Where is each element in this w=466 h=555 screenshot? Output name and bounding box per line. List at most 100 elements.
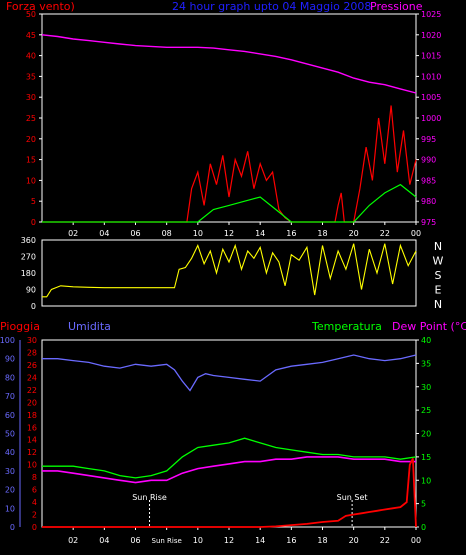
climate-x-tick-4: 10 <box>193 536 203 545</box>
wind-y-tick-10: 50 <box>26 10 36 19</box>
chart-title: 24 hour graph upto 04 Maggio 2008 <box>172 0 372 13</box>
wind-x-tick-0: 02 <box>68 229 78 238</box>
wind-x-tick-2: 06 <box>130 229 140 238</box>
pressure-y-tick-6: 1005 <box>421 93 441 102</box>
wind-y-tick-1: 5 <box>31 197 36 206</box>
rain-y-tick-13: 26 <box>27 361 37 370</box>
humidity-y-tick-4: 40 <box>5 448 15 457</box>
humidity-y-tick-5: 50 <box>5 430 15 439</box>
temp-y-tick-7: 35 <box>421 359 431 368</box>
rain-y-tick-15: 30 <box>27 336 37 345</box>
rain-axis-title: Pioggia <box>0 320 40 333</box>
wind-y-tick-2: 10 <box>26 176 36 185</box>
pressure-line <box>41 34 417 94</box>
direction-y-tick-3: 270 <box>21 253 36 262</box>
humidity-y-tick-10: 100 <box>0 336 15 345</box>
pressure-y-tick-10: 1025 <box>421 10 441 19</box>
humidity-y-tick-9: 90 <box>5 355 15 364</box>
wind-y-tick-9: 45 <box>26 31 36 40</box>
wind-x-tick-1: 04 <box>99 229 109 238</box>
annotation-label-1: Sun Set <box>337 493 368 502</box>
wind-x-tick-8: 18 <box>317 229 327 238</box>
rain-y-tick-9: 18 <box>27 411 37 420</box>
pressure-y-tick-7: 1010 <box>421 72 441 81</box>
rain-y-tick-3: 6 <box>32 486 37 495</box>
pressure-y-tick-2: 985 <box>421 176 436 185</box>
dewpoint-axis-title: Dew Point (°C) <box>392 320 466 333</box>
temperature-axis-title: Temperatura <box>312 320 382 333</box>
temp-y-tick-1: 5 <box>421 500 426 509</box>
pressure-y-tick-3: 990 <box>421 156 436 165</box>
wind-y-tick-4: 20 <box>26 135 36 144</box>
pressure-y-tick-5: 1000 <box>421 114 441 123</box>
wind-y-tick-0: 0 <box>31 218 36 227</box>
wind-direction-line <box>42 243 417 298</box>
rain-y-tick-12: 24 <box>27 373 37 382</box>
pressure-y-tick-0: 975 <box>421 218 436 227</box>
climate-x-tick-8: 18 <box>317 536 327 545</box>
rain-y-tick-5: 10 <box>27 461 37 470</box>
direction-y-tick-4: 360 <box>21 236 36 245</box>
annotation-label-0: Sun Rise <box>132 493 167 502</box>
wind-x-tick-3: 08 <box>162 229 172 238</box>
rain-y-tick-7: 14 <box>27 436 37 445</box>
rain-line <box>42 458 417 528</box>
wind-y-tick-3: 15 <box>26 156 36 165</box>
temp-y-tick-4: 20 <box>421 430 431 439</box>
wind-x-tick-10: 22 <box>380 229 390 238</box>
rain-y-tick-6: 12 <box>27 448 37 457</box>
climate-x-tick-1: 04 <box>99 536 109 545</box>
climate-x-tick-6: 14 <box>255 536 265 545</box>
rain-y-tick-0: 0 <box>32 523 37 532</box>
temp-y-tick-3: 15 <box>421 453 431 462</box>
wind-y-tick-7: 35 <box>26 72 36 81</box>
direction-y-tick-0: 0 <box>31 302 36 311</box>
rain-y-tick-10: 20 <box>27 398 37 407</box>
compass-label-4: N <box>434 298 442 311</box>
climate-x-tick-0: 02 <box>68 536 78 545</box>
pressure-axis-title: Pressione <box>370 0 423 13</box>
temperature-line <box>42 437 417 479</box>
rain-y-tick-14: 28 <box>27 348 37 357</box>
temp-y-tick-8: 40 <box>421 336 431 345</box>
humidity-y-tick-1: 10 <box>5 504 15 513</box>
direction-panel-frame <box>41 239 417 307</box>
wind-y-tick-8: 40 <box>26 52 36 61</box>
wind-x-tick-4: 10 <box>193 229 203 238</box>
direction-y-tick-1: 90 <box>26 286 36 295</box>
climate-x-tick-2: 06 <box>130 536 140 545</box>
temp-y-tick-5: 25 <box>421 406 431 415</box>
compass-label-1: W <box>433 255 444 268</box>
climate-x-tick-5: 12 <box>224 536 234 545</box>
temp-y-tick-6: 30 <box>421 383 431 392</box>
rain-y-tick-8: 16 <box>27 423 37 432</box>
wind-x-tick-9: 20 <box>349 229 359 238</box>
wind-average-line <box>42 183 417 223</box>
rain-y-tick-11: 22 <box>27 386 37 395</box>
rain-y-tick-2: 4 <box>32 498 37 507</box>
humidity-y-tick-3: 30 <box>5 467 15 476</box>
pressure-y-tick-4: 995 <box>421 135 436 144</box>
humidity-axis-title: Umidita <box>68 320 111 333</box>
pressure-y-tick-1: 980 <box>421 197 436 206</box>
dewpoint-line <box>42 456 416 484</box>
humidity-y-tick-8: 80 <box>5 373 15 382</box>
wind-x-tick-6: 14 <box>255 229 265 238</box>
temp-y-tick-2: 10 <box>421 476 431 485</box>
compass-label-0: N <box>434 240 442 253</box>
climate-panel-frame <box>41 339 417 528</box>
humidity-line <box>42 354 417 392</box>
wind-y-tick-6: 30 <box>26 93 36 102</box>
pressure-y-tick-9: 1020 <box>421 31 441 40</box>
compass-label-3: E <box>435 284 442 297</box>
humidity-y-tick-2: 20 <box>5 486 15 495</box>
wind-axis-title: Forza vento) <box>6 0 75 13</box>
rain-y-tick-1: 2 <box>32 511 37 520</box>
climate-x-tick-7: 16 <box>286 536 296 545</box>
wind-x-tick-7: 16 <box>286 229 296 238</box>
rain-y-tick-4: 8 <box>32 473 37 482</box>
wind-x-tick-5: 12 <box>224 229 234 238</box>
humidity-y-tick-6: 60 <box>5 411 15 420</box>
